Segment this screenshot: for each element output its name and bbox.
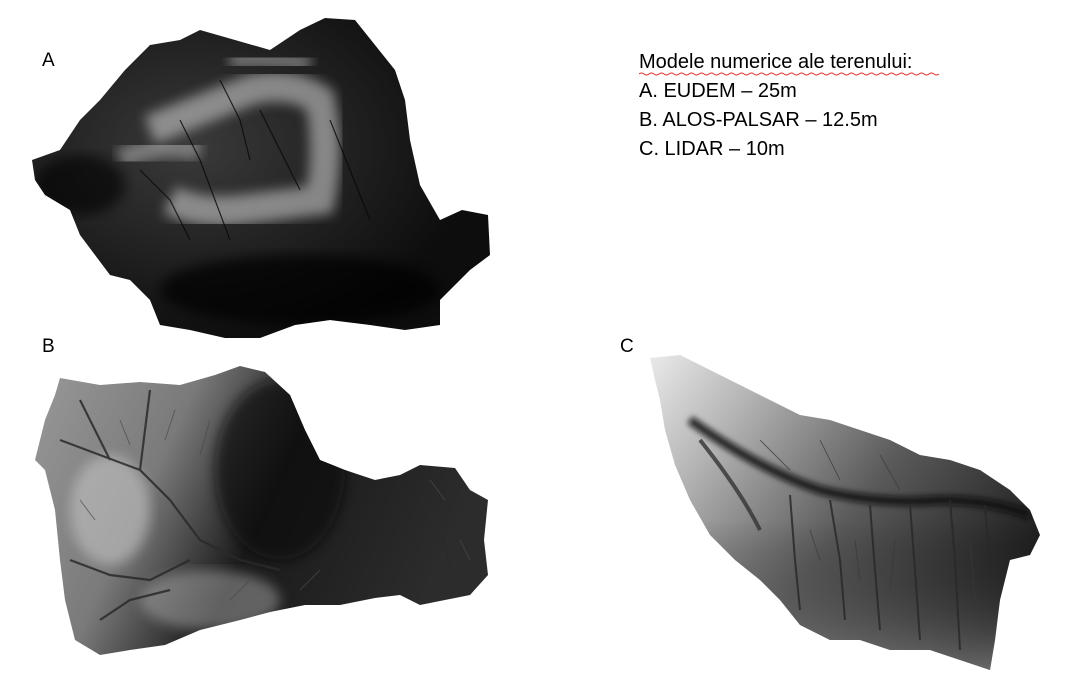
legend-item-c: C. LIDAR – 10m [639, 138, 785, 160]
legend-title: Modele numerice ale terenului: [639, 51, 913, 73]
legend: Modele numerice ale terenului: A. EUDEM … [639, 48, 939, 164]
panel-label-b: B [42, 336, 55, 357]
panel-label-a: A [42, 50, 55, 71]
spellcheck-underline-icon [639, 72, 939, 76]
legend-title-row: Modele numerice ale terenului: [639, 48, 939, 77]
legend-item-b: B. ALOS-PALSAR – 12.5m [639, 109, 878, 131]
legend-item-a: A. EUDEM – 25m [639, 80, 797, 102]
panel-label-c: C [620, 336, 634, 357]
